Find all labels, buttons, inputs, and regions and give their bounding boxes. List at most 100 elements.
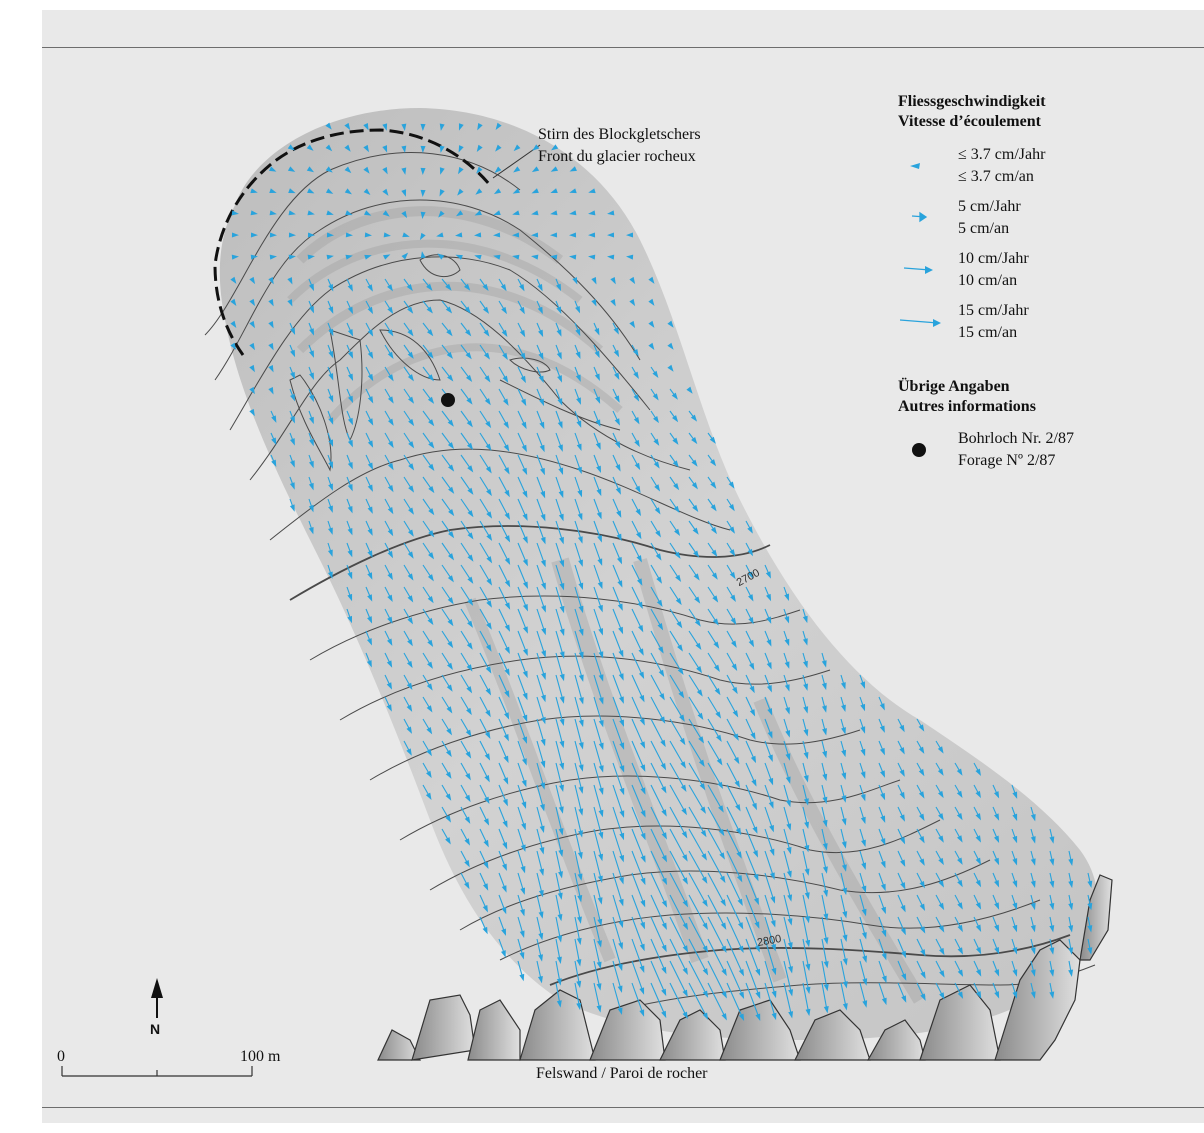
velocity-arrow xyxy=(441,762,452,779)
velocity-arrow xyxy=(517,916,525,938)
velocity-arrow xyxy=(550,254,558,260)
velocity-arrow xyxy=(308,410,314,425)
velocity-arrow xyxy=(973,894,982,910)
velocity-arrow xyxy=(707,498,717,512)
velocity-arrow xyxy=(574,300,581,314)
velocity-arrow xyxy=(479,476,492,497)
velocity-arrow xyxy=(612,432,621,449)
velocity-arrow xyxy=(493,210,501,216)
velocity-arrow xyxy=(249,342,255,351)
velocity-arrow xyxy=(249,364,255,373)
velocity-arrow xyxy=(688,454,698,467)
velocity-arrow xyxy=(460,344,472,360)
velocity-arrow xyxy=(1049,872,1055,889)
velocity-arrow xyxy=(688,432,698,445)
velocity-arrow xyxy=(669,762,687,792)
velocity-arrow xyxy=(612,564,623,588)
velocity-arrow xyxy=(783,828,792,855)
velocity-arrow xyxy=(382,210,390,217)
velocity-arrow xyxy=(916,916,926,934)
velocity-arrow xyxy=(365,432,374,448)
velocity-arrow xyxy=(536,784,545,812)
velocity-arrow xyxy=(650,740,667,771)
velocity-arrow xyxy=(726,586,736,602)
velocity-arrow xyxy=(629,298,636,307)
velocity-arrow xyxy=(935,762,944,776)
velocity-arrow xyxy=(821,828,828,851)
legend-label-fr: 10 cm/an xyxy=(958,272,1018,289)
velocity-arrow xyxy=(460,696,472,716)
velocity-arrow xyxy=(460,278,471,291)
velocity-arrow xyxy=(802,652,808,669)
velocity-arrow xyxy=(612,806,625,841)
velocity-arrow xyxy=(631,476,641,494)
velocity-arrow xyxy=(365,278,373,292)
velocity-arrow xyxy=(1011,894,1018,911)
velocity-arrow xyxy=(517,476,528,499)
velocity-arrow xyxy=(498,366,509,383)
velocity-arrow xyxy=(555,652,565,682)
velocity-arrow xyxy=(403,322,414,337)
velocity-arrow xyxy=(574,696,584,728)
velocity-arrow xyxy=(973,872,982,888)
velocity-arrow xyxy=(707,674,721,696)
velocity-arrow xyxy=(422,300,433,314)
north-arrow-icon xyxy=(151,978,163,1018)
velocity-arrow xyxy=(498,410,509,429)
velocity-arrow xyxy=(764,784,774,809)
velocity-arrow xyxy=(783,982,794,1019)
velocity-arrow xyxy=(612,410,620,426)
legend-row-borehole: Bohrloch Nr. 2/87 Forage Nº 2/87 xyxy=(900,428,1160,472)
velocity-arrow xyxy=(550,188,558,194)
velocity-arrow xyxy=(460,872,470,890)
velocity-arrow xyxy=(745,674,755,694)
velocity-arrow xyxy=(650,938,667,975)
velocity-arrow xyxy=(607,210,615,216)
velocity-arrow xyxy=(439,145,445,153)
velocity-arrow xyxy=(631,454,641,471)
velocity-arrow xyxy=(726,564,736,580)
velocity-arrow xyxy=(840,938,848,966)
legend-other-title-de: Übrige Angaben xyxy=(898,378,1010,395)
velocity-arrow xyxy=(288,188,296,194)
velocity-arrow xyxy=(707,718,722,743)
velocity-arrow xyxy=(859,806,866,825)
velocity-arrow xyxy=(479,740,491,761)
velocity-arrow xyxy=(327,366,334,381)
velocity-arrow xyxy=(726,850,743,883)
velocity-arrow xyxy=(555,916,563,943)
velocity-arrow xyxy=(878,938,887,961)
velocity-arrow xyxy=(669,960,688,998)
velocity-arrow xyxy=(346,608,353,624)
velocity-arrow xyxy=(669,718,686,746)
velocity-arrow xyxy=(517,872,526,895)
velocity-arrow xyxy=(555,586,565,614)
velocity-arrow xyxy=(288,210,296,216)
velocity-arrow xyxy=(612,872,624,907)
velocity-arrow xyxy=(536,344,544,361)
velocity-arrow xyxy=(420,167,426,175)
velocity-arrow xyxy=(401,123,407,131)
velocity-arrow xyxy=(517,454,528,476)
velocity-arrow xyxy=(382,123,388,131)
velocity-arrow xyxy=(612,828,624,863)
velocity-arrow xyxy=(935,850,944,866)
velocity-arrow xyxy=(555,476,564,499)
velocity-arrow xyxy=(422,542,435,560)
velocity-arrow xyxy=(517,696,528,723)
velocity-arrow xyxy=(384,388,394,404)
velocity-arrow xyxy=(669,696,685,722)
velocity-arrow xyxy=(460,388,473,405)
velocity-arrow xyxy=(992,872,1000,888)
velocity-arrow xyxy=(1087,872,1093,889)
velocity-arrow xyxy=(726,674,738,695)
velocity-arrow xyxy=(460,740,472,759)
velocity-arrow xyxy=(436,232,444,238)
velocity-arrow xyxy=(897,762,905,777)
velocity-arrow xyxy=(916,740,925,754)
velocity-arrow xyxy=(859,762,866,779)
velocity-arrow xyxy=(783,718,791,738)
velocity-arrow xyxy=(555,806,564,836)
velocity-arrow xyxy=(403,608,414,625)
velocity-arrow xyxy=(536,718,546,747)
